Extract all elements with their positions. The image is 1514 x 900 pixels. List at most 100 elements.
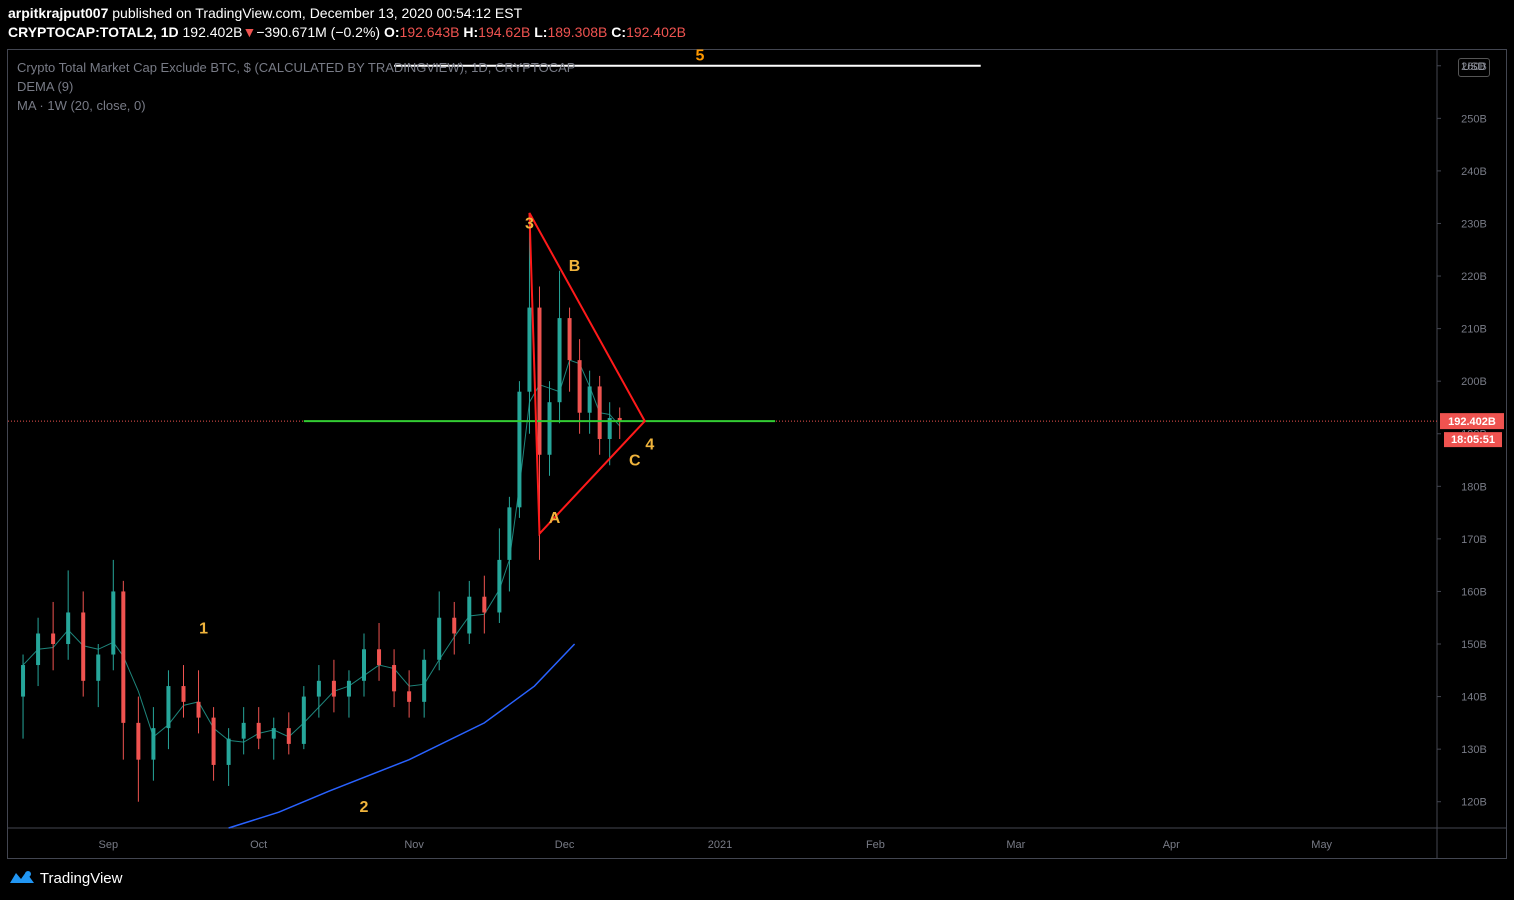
x-tick-label: Mar bbox=[1006, 839, 1025, 851]
open-label: O: bbox=[383, 24, 400, 40]
y-tick-label: 160B bbox=[1461, 586, 1487, 598]
y-tick-label: 200B bbox=[1461, 376, 1487, 388]
candle-body[interactable] bbox=[331, 680, 336, 697]
symbol-label: CRYPTOCAP:TOTAL2, 1D bbox=[8, 24, 179, 40]
candle-body[interactable] bbox=[36, 633, 41, 666]
x-tick-label: 2021 bbox=[708, 839, 732, 851]
y-tick-label: 170B bbox=[1461, 534, 1487, 546]
candle-body[interactable] bbox=[537, 307, 542, 455]
x-tick-label: Feb bbox=[866, 839, 885, 851]
wave-label[interactable]: B bbox=[569, 258, 581, 275]
candle-body[interactable] bbox=[407, 691, 412, 702]
candle-body[interactable] bbox=[422, 659, 427, 702]
candle-body[interactable] bbox=[136, 722, 141, 760]
candle-body[interactable] bbox=[517, 391, 522, 508]
candle-body[interactable] bbox=[577, 360, 582, 413]
close-label: C: bbox=[611, 24, 627, 40]
wave-label[interactable]: A bbox=[549, 510, 561, 527]
candle-body[interactable] bbox=[21, 665, 26, 697]
candle-body[interactable] bbox=[166, 686, 171, 729]
candle-body[interactable] bbox=[607, 417, 612, 439]
candle-body[interactable] bbox=[547, 402, 552, 455]
price-tag bbox=[1440, 413, 1504, 430]
candle-body[interactable] bbox=[497, 559, 502, 613]
candle-body[interactable] bbox=[256, 722, 261, 739]
y-tick-label: 130B bbox=[1461, 744, 1487, 756]
close-value: 192.402B bbox=[626, 24, 687, 40]
candle-body[interactable] bbox=[96, 654, 101, 681]
wave-label[interactable]: 5 bbox=[695, 48, 704, 65]
candle-body[interactable] bbox=[316, 680, 321, 697]
chart-frame bbox=[7, 49, 1507, 859]
candle-body[interactable] bbox=[181, 686, 186, 702]
candle-body[interactable] bbox=[527, 307, 532, 392]
high-value: 194.62B bbox=[478, 24, 531, 40]
candle-body[interactable] bbox=[467, 596, 472, 634]
dema-line bbox=[22, 359, 621, 743]
wave-label[interactable]: 4 bbox=[645, 437, 654, 454]
dema-legend[interactable]: DEMA (9) bbox=[17, 79, 74, 94]
currency-button[interactable]: USD bbox=[1458, 58, 1490, 77]
candle-body[interactable] bbox=[121, 591, 126, 723]
candle-body[interactable] bbox=[617, 417, 622, 422]
ohlc-header: CRYPTOCAP:TOTAL2, 1D 192.402B▼−390.671M … bbox=[8, 24, 686, 40]
candle-body[interactable] bbox=[81, 612, 86, 681]
candle-body[interactable] bbox=[452, 617, 457, 634]
candle-body[interactable] bbox=[151, 728, 156, 760]
wave-label[interactable]: 2 bbox=[360, 799, 369, 816]
candle-body[interactable] bbox=[361, 649, 366, 681]
wave-label[interactable]: C bbox=[629, 452, 641, 469]
ma-1w-line bbox=[228, 643, 576, 829]
x-tick-label: Oct bbox=[250, 839, 267, 851]
y-tick-label: 230B bbox=[1461, 218, 1487, 230]
x-tick-label: Dec bbox=[555, 839, 575, 851]
candle-body[interactable] bbox=[196, 701, 201, 718]
x-tick-label: May bbox=[1311, 839, 1332, 851]
open-value: 192.643B bbox=[399, 24, 460, 40]
x-tick-label: Apr bbox=[1163, 839, 1180, 851]
tradingview-logo-icon bbox=[8, 869, 36, 889]
x-tick-label: Nov bbox=[404, 839, 424, 851]
candle-body[interactable] bbox=[51, 633, 56, 645]
low-label: L: bbox=[534, 24, 548, 40]
ma-legend[interactable]: MA · 1W (20, close, 0) bbox=[17, 98, 146, 113]
candle-body[interactable] bbox=[567, 318, 572, 361]
price-tag-label: 192.402B bbox=[1448, 416, 1496, 428]
y-tick-label: 150B bbox=[1461, 639, 1487, 651]
wave-label[interactable]: 3 bbox=[525, 216, 534, 233]
candle-body[interactable] bbox=[557, 318, 562, 403]
candle-body[interactable] bbox=[286, 728, 291, 744]
y-tick-label: 210B bbox=[1461, 324, 1487, 336]
low-value: 189.308B bbox=[547, 24, 608, 40]
candle-body[interactable] bbox=[587, 386, 592, 413]
y-tick-label: 220B bbox=[1461, 271, 1487, 283]
candle-body[interactable] bbox=[111, 591, 116, 655]
candle-body[interactable] bbox=[507, 507, 512, 560]
candle-body[interactable] bbox=[241, 722, 246, 739]
countdown-label: 18:05:51 bbox=[1451, 434, 1495, 446]
y-tick-label: 260B bbox=[1461, 61, 1487, 73]
candle-body[interactable] bbox=[377, 649, 382, 666]
candle-body[interactable] bbox=[271, 728, 276, 739]
countdown-tag bbox=[1444, 432, 1502, 448]
author-name[interactable]: arpitkrajput007 bbox=[8, 5, 109, 21]
wave-label[interactable]: 1 bbox=[199, 621, 208, 638]
candle-body[interactable] bbox=[346, 680, 351, 697]
candle-body[interactable] bbox=[392, 665, 397, 692]
candle-body[interactable] bbox=[66, 612, 71, 645]
footer-brand[interactable]: TradingView bbox=[8, 869, 122, 889]
candle-body[interactable] bbox=[482, 596, 487, 613]
high-label: H: bbox=[463, 24, 479, 40]
y-tick-label: 180B bbox=[1461, 481, 1487, 493]
candle-body[interactable] bbox=[226, 738, 231, 765]
footer-brand-label: TradingView bbox=[39, 869, 123, 887]
last-value: 192.402B bbox=[182, 24, 243, 40]
candle-body[interactable] bbox=[301, 696, 306, 744]
published-text: published on TradingView.com, December 1… bbox=[112, 5, 523, 21]
candle-body[interactable] bbox=[211, 717, 216, 765]
candle-body[interactable] bbox=[437, 617, 442, 660]
triangle-pattern[interactable] bbox=[528, 212, 647, 537]
candle-body[interactable] bbox=[597, 386, 602, 439]
y-tick-label: 240B bbox=[1461, 166, 1487, 178]
